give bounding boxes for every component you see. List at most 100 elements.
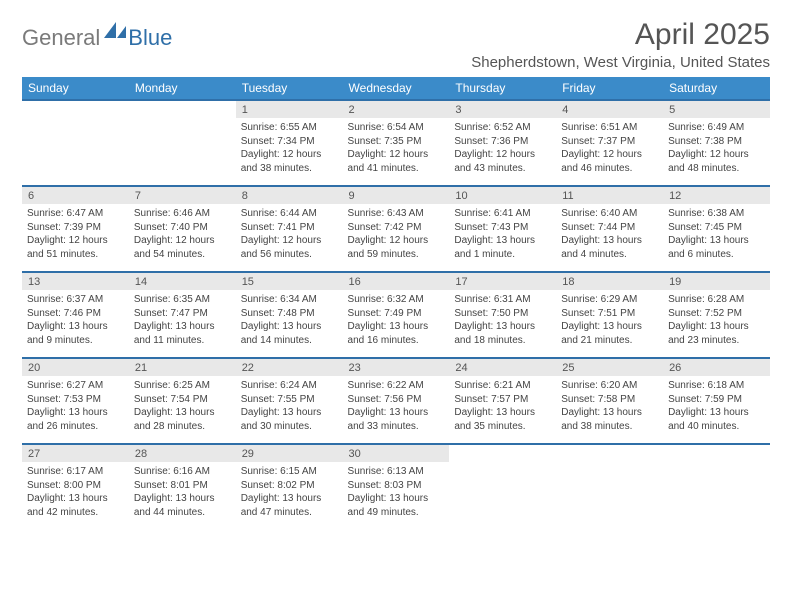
daylight-line1: Daylight: 13 hours: [27, 320, 124, 334]
sunrise-text: Sunrise: 6:41 AM: [454, 207, 551, 221]
sunset-text: Sunset: 7:45 PM: [668, 221, 765, 235]
sunset-text: Sunset: 7:42 PM: [348, 221, 445, 235]
day-number: 30: [343, 444, 450, 462]
daylight-line1: Daylight: 12 hours: [348, 148, 445, 162]
sunset-text: Sunset: 7:56 PM: [348, 393, 445, 407]
col-tuesday: Tuesday: [236, 77, 343, 100]
daylight-line1: Daylight: 13 hours: [454, 406, 551, 420]
daylight-line2: and 43 minutes.: [454, 162, 551, 176]
sunrise-text: Sunrise: 6:55 AM: [241, 121, 338, 135]
day-number: 3: [449, 100, 556, 118]
empty-cell: [556, 444, 663, 462]
col-wednesday: Wednesday: [343, 77, 450, 100]
daylight-line2: and 42 minutes.: [27, 506, 124, 520]
daylight-line2: and 9 minutes.: [27, 334, 124, 348]
daylight-line2: and 51 minutes.: [27, 248, 124, 262]
day-number: 24: [449, 358, 556, 376]
daylight-line2: and 56 minutes.: [241, 248, 338, 262]
day-number: 15: [236, 272, 343, 290]
col-sunday: Sunday: [22, 77, 129, 100]
empty-cell: [449, 444, 556, 462]
daylight-line2: and 30 minutes.: [241, 420, 338, 434]
sunrise-text: Sunrise: 6:49 AM: [668, 121, 765, 135]
week-number-row: 12345: [22, 100, 770, 118]
daylight-line1: Daylight: 12 hours: [668, 148, 765, 162]
day-cell: Sunrise: 6:51 AMSunset: 7:37 PMDaylight:…: [556, 118, 663, 186]
empty-cell: [663, 462, 770, 529]
daylight-line1: Daylight: 12 hours: [241, 234, 338, 248]
sunrise-text: Sunrise: 6:17 AM: [27, 465, 124, 479]
day-cell: Sunrise: 6:18 AMSunset: 7:59 PMDaylight:…: [663, 376, 770, 444]
day-cell: Sunrise: 6:15 AMSunset: 8:02 PMDaylight:…: [236, 462, 343, 529]
daylight-line2: and 47 minutes.: [241, 506, 338, 520]
day-number: 18: [556, 272, 663, 290]
daylight-line1: Daylight: 13 hours: [134, 492, 231, 506]
day-number: 22: [236, 358, 343, 376]
week-number-row: 13141516171819: [22, 272, 770, 290]
sunrise-text: Sunrise: 6:22 AM: [348, 379, 445, 393]
sunrise-text: Sunrise: 6:13 AM: [348, 465, 445, 479]
sunset-text: Sunset: 7:43 PM: [454, 221, 551, 235]
daylight-line1: Daylight: 12 hours: [241, 148, 338, 162]
sunset-text: Sunset: 8:01 PM: [134, 479, 231, 493]
daylight-line2: and 6 minutes.: [668, 248, 765, 262]
page-title: April 2025: [471, 18, 770, 52]
sunrise-text: Sunrise: 6:54 AM: [348, 121, 445, 135]
daylight-line1: Daylight: 12 hours: [454, 148, 551, 162]
day-cell: Sunrise: 6:29 AMSunset: 7:51 PMDaylight:…: [556, 290, 663, 358]
calendar-table: Sunday Monday Tuesday Wednesday Thursday…: [22, 77, 770, 529]
daylight-line2: and 59 minutes.: [348, 248, 445, 262]
day-cell: Sunrise: 6:34 AMSunset: 7:48 PMDaylight:…: [236, 290, 343, 358]
daylight-line1: Daylight: 13 hours: [241, 320, 338, 334]
sunrise-text: Sunrise: 6:38 AM: [668, 207, 765, 221]
day-number: 17: [449, 272, 556, 290]
day-number: 7: [129, 186, 236, 204]
day-cell: Sunrise: 6:49 AMSunset: 7:38 PMDaylight:…: [663, 118, 770, 186]
day-number: 11: [556, 186, 663, 204]
day-number: 21: [129, 358, 236, 376]
sunrise-text: Sunrise: 6:40 AM: [561, 207, 658, 221]
sunset-text: Sunset: 7:53 PM: [27, 393, 124, 407]
day-cell: Sunrise: 6:22 AMSunset: 7:56 PMDaylight:…: [343, 376, 450, 444]
daylight-line1: Daylight: 13 hours: [348, 320, 445, 334]
daylight-line1: Daylight: 13 hours: [668, 320, 765, 334]
day-cell: Sunrise: 6:47 AMSunset: 7:39 PMDaylight:…: [22, 204, 129, 272]
logo-sail-icon: [104, 22, 126, 43]
daylight-line2: and 54 minutes.: [134, 248, 231, 262]
day-cell: Sunrise: 6:17 AMSunset: 8:00 PMDaylight:…: [22, 462, 129, 529]
daylight-line1: Daylight: 13 hours: [454, 234, 551, 248]
sunrise-text: Sunrise: 6:31 AM: [454, 293, 551, 307]
day-cell: Sunrise: 6:44 AMSunset: 7:41 PMDaylight:…: [236, 204, 343, 272]
week-number-row: 27282930: [22, 444, 770, 462]
daylight-line2: and 4 minutes.: [561, 248, 658, 262]
location-subtitle: Shepherdstown, West Virginia, United Sta…: [471, 54, 770, 71]
empty-cell: [449, 462, 556, 529]
sunrise-text: Sunrise: 6:29 AM: [561, 293, 658, 307]
day-number: 8: [236, 186, 343, 204]
day-number: 20: [22, 358, 129, 376]
sunrise-text: Sunrise: 6:28 AM: [668, 293, 765, 307]
sunset-text: Sunset: 7:41 PM: [241, 221, 338, 235]
sunset-text: Sunset: 7:46 PM: [27, 307, 124, 321]
week-body-row: Sunrise: 6:47 AMSunset: 7:39 PMDaylight:…: [22, 204, 770, 272]
sunrise-text: Sunrise: 6:24 AM: [241, 379, 338, 393]
sunset-text: Sunset: 7:34 PM: [241, 135, 338, 149]
sunrise-text: Sunrise: 6:27 AM: [27, 379, 124, 393]
daylight-line2: and 18 minutes.: [454, 334, 551, 348]
sunset-text: Sunset: 8:03 PM: [348, 479, 445, 493]
daylight-line2: and 26 minutes.: [27, 420, 124, 434]
daylight-line2: and 16 minutes.: [348, 334, 445, 348]
daylight-line1: Daylight: 13 hours: [134, 320, 231, 334]
daylight-line1: Daylight: 13 hours: [561, 406, 658, 420]
empty-cell: [22, 118, 129, 186]
sunrise-text: Sunrise: 6:25 AM: [134, 379, 231, 393]
sunrise-text: Sunrise: 6:51 AM: [561, 121, 658, 135]
daylight-line1: Daylight: 12 hours: [134, 234, 231, 248]
day-number: 5: [663, 100, 770, 118]
daylight-line2: and 11 minutes.: [134, 334, 231, 348]
daylight-line1: Daylight: 12 hours: [561, 148, 658, 162]
day-number: 25: [556, 358, 663, 376]
day-number: 12: [663, 186, 770, 204]
daylight-line2: and 33 minutes.: [348, 420, 445, 434]
col-monday: Monday: [129, 77, 236, 100]
